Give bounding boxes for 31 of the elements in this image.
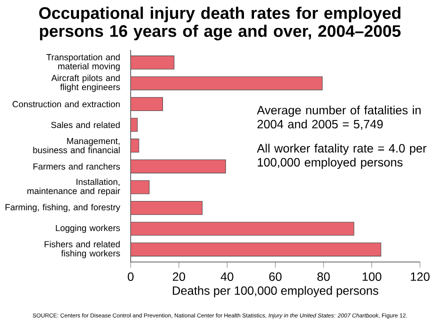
- x-tick-label: 80: [317, 272, 330, 281]
- x-tick-label: 100: [362, 272, 382, 281]
- y-tick-label: Logging workers: [56, 224, 120, 233]
- x-tick-label: 20: [172, 272, 186, 281]
- bar: [130, 97, 163, 111]
- y-tick-label: Farming, fishing, and forestry: [6, 204, 120, 212]
- y-tick-label: Management, business and financial: [33, 138, 120, 154]
- x-tick-label: 0: [128, 272, 134, 281]
- bar: [130, 180, 150, 194]
- bar: [130, 56, 174, 70]
- bar: [130, 118, 138, 132]
- y-tick-label: Aircraft pilots and flight engineers: [51, 74, 120, 92]
- x-axis-title: Deaths per 100,000 employed persons: [172, 286, 378, 298]
- x-tick-label: 120: [410, 272, 430, 281]
- bar: [130, 201, 203, 215]
- y-tick-label: Fishers and related fishing workers: [44, 240, 120, 258]
- bar: [130, 76, 323, 90]
- x-tick-label: 60: [269, 272, 282, 281]
- bar: [130, 159, 226, 174]
- annotation: All worker fatality rate = 4.0 per 100,000 employed persons: [256, 144, 426, 169]
- chart-title: Occupational injury death rates for employed persons 16 years of age and over, 2004–2005: [39, 6, 401, 40]
- y-tick-label: Installation, maintenance and repair: [27, 178, 120, 196]
- y-tick-label: Sales and related: [51, 122, 120, 128]
- x-tick-label: 40: [220, 272, 234, 281]
- bar: [130, 138, 140, 153]
- y-tick-label: Farmers and ranchers: [33, 163, 120, 170]
- bar: [130, 222, 354, 236]
- y-tick-label: Construction and extraction: [12, 100, 120, 108]
- y-tick-label: Transportation and material moving: [46, 54, 120, 72]
- bar: [130, 242, 382, 256]
- annotation: Average number of fatalities in 2004 and 2005 = 5,749: [256, 106, 421, 130]
